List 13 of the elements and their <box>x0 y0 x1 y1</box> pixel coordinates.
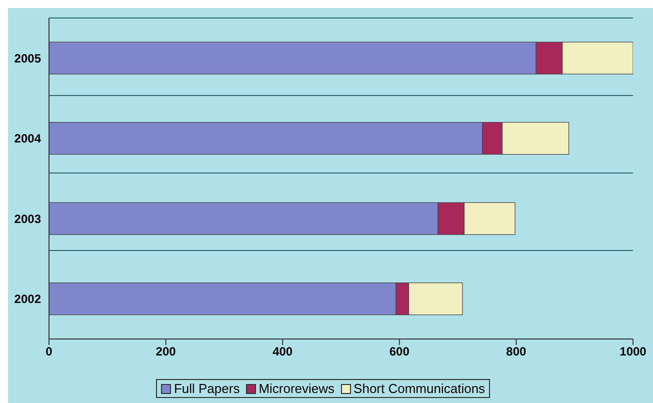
legend-label: Short Communications <box>352 381 486 396</box>
x-tick-label: 1000 <box>620 344 647 359</box>
y-tick-label: 2005 <box>14 51 42 66</box>
x-tick-label: 600 <box>389 344 410 359</box>
y-tick-label: 2003 <box>14 212 42 226</box>
x-tick-label: 400 <box>272 344 293 359</box>
legend-label: Full Papers <box>172 381 240 396</box>
legend-label: Microreviews <box>258 381 335 396</box>
x-tick-label: 800 <box>506 344 527 359</box>
y-tick-label: 2004 <box>14 132 42 146</box>
x-tick-label: 200 <box>156 344 176 359</box>
x-tick-label: 0 <box>46 344 53 359</box>
y-tick-label: 2002 <box>14 292 42 306</box>
